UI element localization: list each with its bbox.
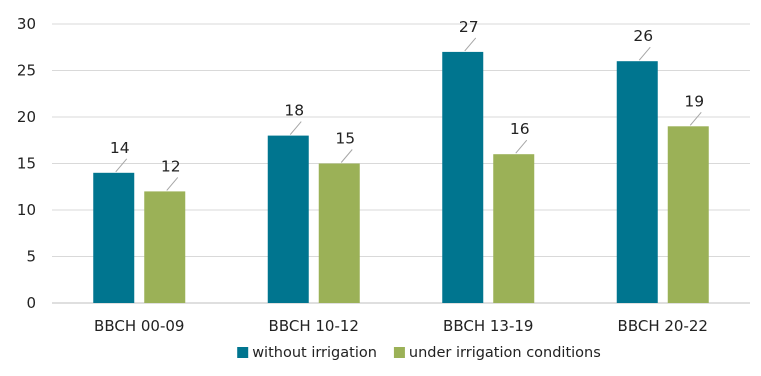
y-tick-label: 0 — [26, 294, 36, 312]
data-label: 26 — [633, 27, 653, 45]
legend-label-without-irrigation: without irrigation — [252, 345, 377, 361]
data-label: 16 — [510, 120, 530, 138]
legend: without irrigation under irrigation condi… — [237, 345, 601, 361]
bar-under-irrigation-2 — [493, 154, 535, 303]
data-label-leader — [464, 37, 477, 52]
y-tick-label: 25 — [17, 62, 36, 80]
data-label-leader — [515, 139, 528, 154]
legend-swatch-without-irrigation — [237, 347, 249, 358]
x-tick-label: BBCH 20-22 — [618, 317, 708, 335]
data-label-leader — [115, 158, 128, 173]
data-label: 12 — [161, 157, 181, 175]
data-label: 19 — [684, 92, 704, 110]
data-label-leader — [289, 121, 302, 135]
data-label: 27 — [459, 18, 479, 36]
legend-label-under-irrigation: under irrigation conditions — [409, 345, 601, 361]
data-labels: 14 12 18 15 27 16 26 19 — [110, 18, 704, 191]
data-label-leader — [689, 111, 702, 126]
y-tick-label: 5 — [26, 248, 36, 266]
y-tick-label: 10 — [17, 201, 36, 219]
bar-without-irrigation-2 — [442, 51, 484, 304]
x-tick-label: BBCH 13-19 — [443, 317, 533, 335]
x-tick-label: BBCH 00-09 — [94, 317, 184, 335]
bar-without-irrigation-3 — [616, 61, 658, 304]
y-tick-label: 20 — [17, 108, 36, 126]
data-label: 15 — [335, 130, 355, 148]
bar-without-irrigation-1 — [267, 135, 309, 303]
bar-under-irrigation-0 — [144, 191, 186, 303]
y-tick-label: 15 — [17, 155, 36, 173]
data-label-leader — [340, 149, 353, 163]
bars — [93, 51, 709, 304]
data-label: 14 — [110, 139, 130, 157]
data-label: 18 — [284, 102, 304, 120]
y-tick-label: 30 — [17, 15, 36, 33]
legend-swatch-under-irrigation — [393, 347, 405, 358]
data-label-leader — [638, 46, 651, 61]
bar-without-irrigation-0 — [93, 172, 135, 303]
data-label-leader — [166, 177, 179, 191]
x-tick-label: BBCH 10-12 — [269, 317, 359, 335]
y-axis: 0 5 10 15 20 25 30 — [17, 15, 36, 312]
bar-under-irrigation-1 — [318, 163, 360, 303]
bar-under-irrigation-3 — [667, 126, 709, 303]
x-axis: BBCH 00-09 BBCH 10-12 BBCH 13-19 BBCH 20-22 — [94, 317, 708, 335]
